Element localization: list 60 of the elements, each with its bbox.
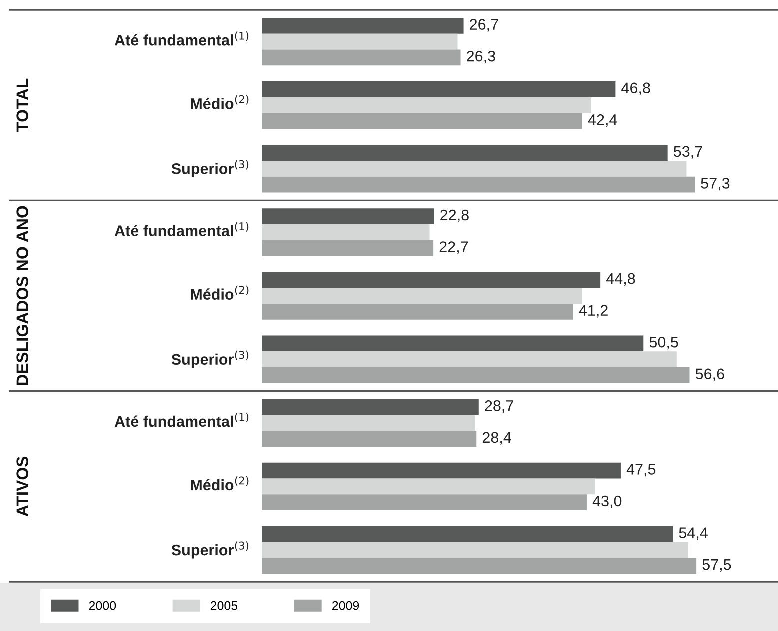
data-label: 50,5 xyxy=(650,336,678,350)
data-label: 47,5 xyxy=(626,464,656,477)
text: DESLIGADOS NO ANO xyxy=(16,206,28,386)
bar xyxy=(262,50,461,66)
data-label: 54,4 xyxy=(679,528,708,540)
legend-label: 2005 xyxy=(210,601,238,610)
data-label: 53,7 xyxy=(674,146,702,159)
legend-label: 2000 xyxy=(89,601,116,610)
data-label: 57,3 xyxy=(701,178,730,191)
bar xyxy=(262,336,644,352)
bar xyxy=(262,240,434,256)
data-label: 28,4 xyxy=(482,432,512,445)
bar xyxy=(262,97,592,114)
bar xyxy=(262,82,616,98)
bar xyxy=(262,494,587,510)
bar xyxy=(262,176,696,193)
text: ATIVOS xyxy=(16,456,28,517)
bar xyxy=(262,113,582,130)
data-label: 42,4 xyxy=(588,114,618,128)
bar xyxy=(262,160,687,177)
bar xyxy=(262,558,697,574)
bar xyxy=(262,224,430,240)
bar xyxy=(262,145,668,161)
bar xyxy=(262,352,677,368)
y-tick-label: Até fundamental$^{(1)}$ xyxy=(114,413,249,428)
data-label: 43,0 xyxy=(592,496,622,508)
data-label: 22,7 xyxy=(440,242,468,254)
text: TOTAL xyxy=(16,78,28,132)
data-label: 28,7 xyxy=(485,400,514,414)
data-label: 44,8 xyxy=(606,273,636,286)
bar xyxy=(262,368,690,384)
bar xyxy=(262,478,596,495)
bar xyxy=(262,272,601,288)
data-label: 57,5 xyxy=(702,560,732,572)
bar xyxy=(262,18,464,34)
y-tick-label: Superior$^{(3)}$ xyxy=(172,350,249,368)
bar xyxy=(262,288,582,304)
bar xyxy=(262,462,621,479)
bar xyxy=(262,304,574,320)
data-label: 26,3 xyxy=(467,50,496,64)
y-tick-label: Até fundamental$^{(1)}$ xyxy=(114,32,249,46)
y-tick-label: Médio$^{(2)}$ xyxy=(191,476,249,491)
data-label: 46,8 xyxy=(622,82,650,96)
data-label: 22,8 xyxy=(440,210,469,222)
y-tick-label: Superior$^{(3)}$ xyxy=(172,160,249,178)
bar xyxy=(262,415,476,432)
bar xyxy=(262,431,477,447)
y-tick-label: Superior$^{(3)}$ xyxy=(172,542,249,559)
legend-label: 2009 xyxy=(332,601,360,610)
bar xyxy=(262,526,674,542)
data-label: 26,7 xyxy=(470,19,498,32)
data-label: 56,6 xyxy=(696,368,724,382)
bar xyxy=(262,34,458,50)
data-label: 41,2 xyxy=(579,305,608,318)
bar xyxy=(262,208,434,224)
bar xyxy=(262,399,479,416)
y-tick-label: Médio$^{(2)}$ xyxy=(191,95,249,110)
bar xyxy=(262,542,688,558)
y-tick-label: Médio$^{(2)}$ xyxy=(191,286,249,300)
y-tick-label: Até fundamental$^{(1)}$ xyxy=(114,222,249,236)
